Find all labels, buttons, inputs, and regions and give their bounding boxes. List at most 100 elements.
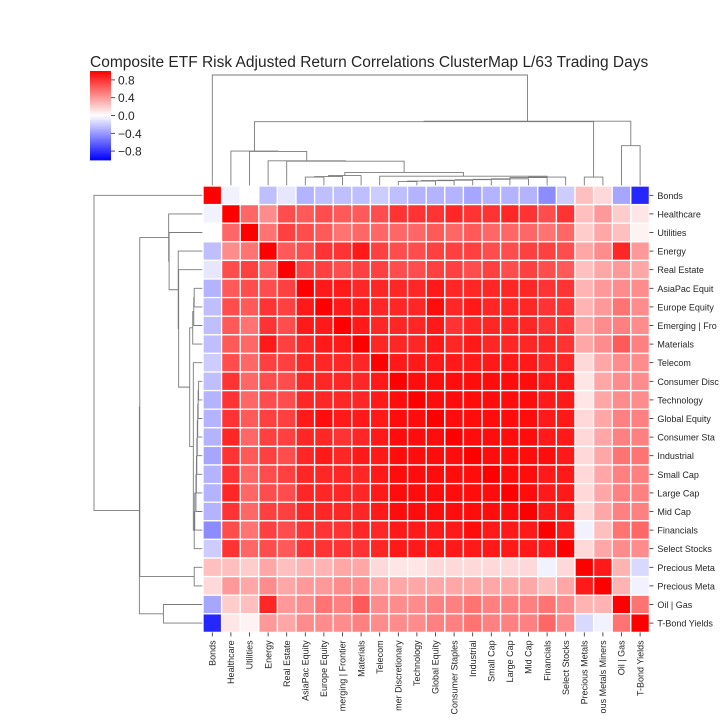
heatmap-cell	[388, 185, 409, 206]
heatmap-cell	[295, 501, 316, 522]
heatmap-cell	[239, 538, 260, 559]
heatmap-cell	[388, 371, 409, 392]
heatmap-cell	[313, 482, 334, 503]
heatmap-cell	[592, 482, 613, 503]
heatmap-cell	[369, 389, 390, 410]
heatmap-cell	[239, 594, 260, 615]
heatmap-cell	[611, 278, 632, 299]
heatmap-cell	[406, 296, 427, 317]
colorbar-segment	[90, 133, 111, 136]
colorbar-segment	[90, 73, 111, 76]
heatmap-cell	[258, 520, 279, 541]
heatmap-cell	[518, 408, 539, 429]
colorbar-segment	[90, 119, 111, 122]
row-label: Energy	[657, 247, 686, 257]
heatmap-cell	[388, 501, 409, 522]
row-label: AsiaPac Equit	[657, 284, 714, 294]
heatmap-cell	[388, 408, 409, 429]
heatmap-cell	[369, 278, 390, 299]
row-label: Small Cap	[657, 470, 699, 480]
dendrogram-link	[304, 176, 325, 186]
heatmap-cell	[537, 203, 558, 224]
heatmap-cell	[388, 334, 409, 355]
heatmap-cell	[276, 594, 297, 615]
heatmap-cell	[258, 352, 279, 373]
heatmap-cell	[518, 464, 539, 485]
heatmap-cell	[276, 445, 297, 466]
heatmap-cell	[220, 501, 241, 522]
heatmap-cell	[388, 464, 409, 485]
heatmap-cell	[295, 241, 316, 262]
heatmap-cell	[258, 259, 279, 280]
heatmap-cell	[481, 203, 502, 224]
heatmap-cell	[592, 613, 613, 634]
heatmap-cell	[239, 278, 260, 299]
heatmap-cell	[332, 185, 353, 206]
heatmap-cell	[220, 594, 241, 615]
heatmap-cell	[518, 389, 539, 410]
heatmap-cell	[462, 501, 483, 522]
heatmap-cell	[239, 371, 260, 392]
dendrogram-link	[177, 250, 203, 329]
heatmap-cell	[537, 278, 558, 299]
heatmap-cell	[611, 464, 632, 485]
row-label: Emerging | Fro	[657, 321, 716, 331]
heatmap-cell	[313, 203, 334, 224]
heatmap-cell	[462, 296, 483, 317]
heatmap-cell	[592, 464, 613, 485]
colorbar-segment	[90, 145, 111, 148]
heatmap-cell	[202, 557, 223, 578]
heatmap-cell	[388, 259, 409, 280]
heatmap-cell	[611, 445, 632, 466]
heatmap-cell	[202, 241, 223, 262]
heatmap-cell	[388, 557, 409, 578]
heatmap-cell	[220, 445, 241, 466]
heatmap-cell	[537, 501, 558, 522]
heatmap-cell	[276, 241, 297, 262]
row-label: Mid Cap	[657, 507, 691, 517]
heatmap-cell	[313, 334, 334, 355]
heatmap-cell	[351, 352, 372, 373]
heatmap-cell	[537, 371, 558, 392]
heatmap-cell	[518, 241, 539, 262]
heatmap-cell	[555, 315, 576, 336]
heatmap-cell	[462, 222, 483, 243]
heatmap-cell	[462, 482, 483, 503]
heatmap-cell	[220, 241, 241, 262]
heatmap-cell	[202, 389, 223, 410]
heatmap-cell	[276, 278, 297, 299]
heatmap-cell	[388, 445, 409, 466]
dendrogram-link	[139, 237, 195, 578]
heatmap-cell	[630, 185, 651, 206]
col-label: Global Equity	[431, 640, 441, 694]
colorbar-segment	[90, 78, 111, 81]
heatmap-cell	[462, 445, 483, 466]
heatmap-cell	[239, 464, 260, 485]
heatmap-cell	[220, 575, 241, 596]
dendrogram-link	[254, 121, 595, 178]
heatmap-cell	[462, 538, 483, 559]
heatmap-cell	[369, 538, 390, 559]
heatmap-cell	[518, 296, 539, 317]
heatmap-cell	[574, 427, 595, 448]
heatmap-cell	[406, 538, 427, 559]
heatmap-cell	[630, 203, 651, 224]
heatmap-cell	[481, 371, 502, 392]
heatmap-cell	[239, 352, 260, 373]
heatmap-cell	[258, 445, 279, 466]
heatmap-cell	[518, 538, 539, 559]
heatmap-cell	[220, 389, 241, 410]
heatmap-cell	[630, 315, 651, 336]
heatmap-cell	[499, 538, 520, 559]
heatmap-cell	[444, 538, 465, 559]
heatmap-cell	[202, 185, 223, 206]
heatmap-cell	[351, 501, 372, 522]
col-label: Real Estate	[282, 640, 292, 687]
heatmap-cell	[574, 594, 595, 615]
heatmap-cell	[276, 427, 297, 448]
heatmap-cell	[574, 259, 595, 280]
heatmap-cell	[555, 241, 576, 262]
heatmap-cell	[537, 520, 558, 541]
heatmap-cell	[202, 464, 223, 485]
